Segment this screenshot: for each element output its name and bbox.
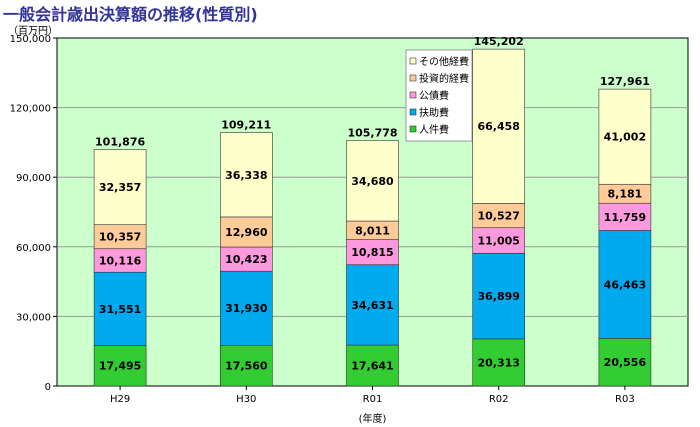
bar-segment — [346, 264, 399, 346]
segment-value-label: 10,815 — [351, 246, 393, 259]
x-axis-title: (年度) — [359, 412, 387, 425]
legend-box — [405, 49, 473, 142]
legend-label: 公債費 — [419, 89, 449, 102]
bar-segment — [220, 216, 273, 248]
bar-total-label: 101,876 — [95, 136, 145, 149]
bar-segment — [93, 149, 147, 226]
bar-segment — [598, 338, 652, 387]
segment-value-label: 12,960 — [225, 226, 268, 239]
segment-value-label: 34,680 — [351, 175, 394, 188]
legend-label: 人件費 — [419, 123, 449, 136]
bar-segment — [220, 270, 273, 346]
y-tick-label: 90,000 — [16, 173, 51, 184]
segment-value-label: 34,631 — [351, 299, 393, 312]
bar-total-label: 145,202 — [474, 35, 524, 48]
bar-segment — [220, 344, 273, 387]
bar-segment — [472, 252, 526, 340]
bar-segment — [220, 246, 273, 272]
bar-segment — [93, 224, 147, 250]
x-tick-label: H30 — [236, 394, 256, 405]
legend-swatch — [409, 91, 417, 99]
segment-value-label: 41,002 — [604, 131, 646, 144]
x-tick-label: R03 — [615, 394, 635, 405]
segment-value-label: 20,556 — [604, 356, 647, 369]
segment-value-label: 17,641 — [351, 360, 393, 373]
bar-total-label: 109,211 — [221, 119, 271, 132]
page-title: 一般会計歳出決算額の推移(性質別) — [3, 5, 258, 24]
bar-segment — [472, 203, 526, 229]
segment-value-label: 20,313 — [477, 356, 519, 369]
bar-segment — [598, 202, 652, 231]
segment-value-label: 46,463 — [604, 278, 646, 291]
segment-value-label: 17,560 — [225, 360, 268, 373]
bar-segment — [472, 227, 526, 254]
segment-value-label: 10,357 — [99, 231, 141, 244]
legend-swatch — [409, 57, 417, 65]
y-axis-unit-label: （百万円） — [8, 26, 58, 37]
legend-label: 扶助費 — [419, 106, 449, 119]
segment-value-label: 8,011 — [355, 224, 390, 237]
bar-total-label: 127,961 — [600, 75, 650, 88]
legend-swatch — [409, 74, 417, 82]
x-tick-label: R01 — [363, 394, 383, 405]
y-tick-label: 120,000 — [10, 104, 51, 115]
legend-swatch — [409, 108, 417, 116]
segment-value-label: 32,357 — [99, 181, 141, 194]
segment-value-label: 31,930 — [225, 302, 268, 315]
bar-segment — [472, 338, 526, 387]
legend-label: その他経費 — [419, 55, 469, 68]
bar-segment — [220, 132, 273, 218]
segment-value-label: 10,116 — [99, 254, 142, 267]
y-tick-label: 0 — [45, 382, 51, 393]
legend-swatch — [409, 125, 417, 133]
x-tick-label: H29 — [110, 394, 130, 405]
x-tick-label: R02 — [489, 394, 509, 405]
bar-segment — [346, 239, 399, 266]
bar-segment — [472, 48, 526, 204]
segment-value-label: 10,423 — [225, 253, 267, 266]
segment-value-label: 66,458 — [477, 120, 519, 133]
segment-value-label: 31,551 — [99, 303, 141, 316]
bar-segment — [598, 230, 652, 339]
segment-value-label: 11,759 — [604, 211, 646, 224]
segment-value-label: 36,899 — [477, 290, 519, 303]
y-tick-label: 150,000 — [10, 34, 51, 45]
bar-total-label: 105,778 — [347, 127, 397, 140]
segment-value-label: 11,005 — [477, 235, 519, 248]
plot-area: 0 30,000 60,000 90,000 120,000 150,000 17,495 3… — [10, 34, 689, 425]
bar-segment — [346, 140, 399, 222]
bar-segment — [598, 88, 652, 185]
segment-value-label: 10,527 — [477, 210, 519, 223]
y-tick-label: 30,000 — [16, 312, 51, 323]
legend-label: 投資的経費 — [419, 72, 469, 85]
segment-value-label: 8,181 — [608, 188, 643, 201]
y-tick-label: 60,000 — [16, 243, 51, 254]
segment-value-label: 36,338 — [225, 169, 267, 182]
segment-value-label: 17,495 — [99, 360, 141, 373]
